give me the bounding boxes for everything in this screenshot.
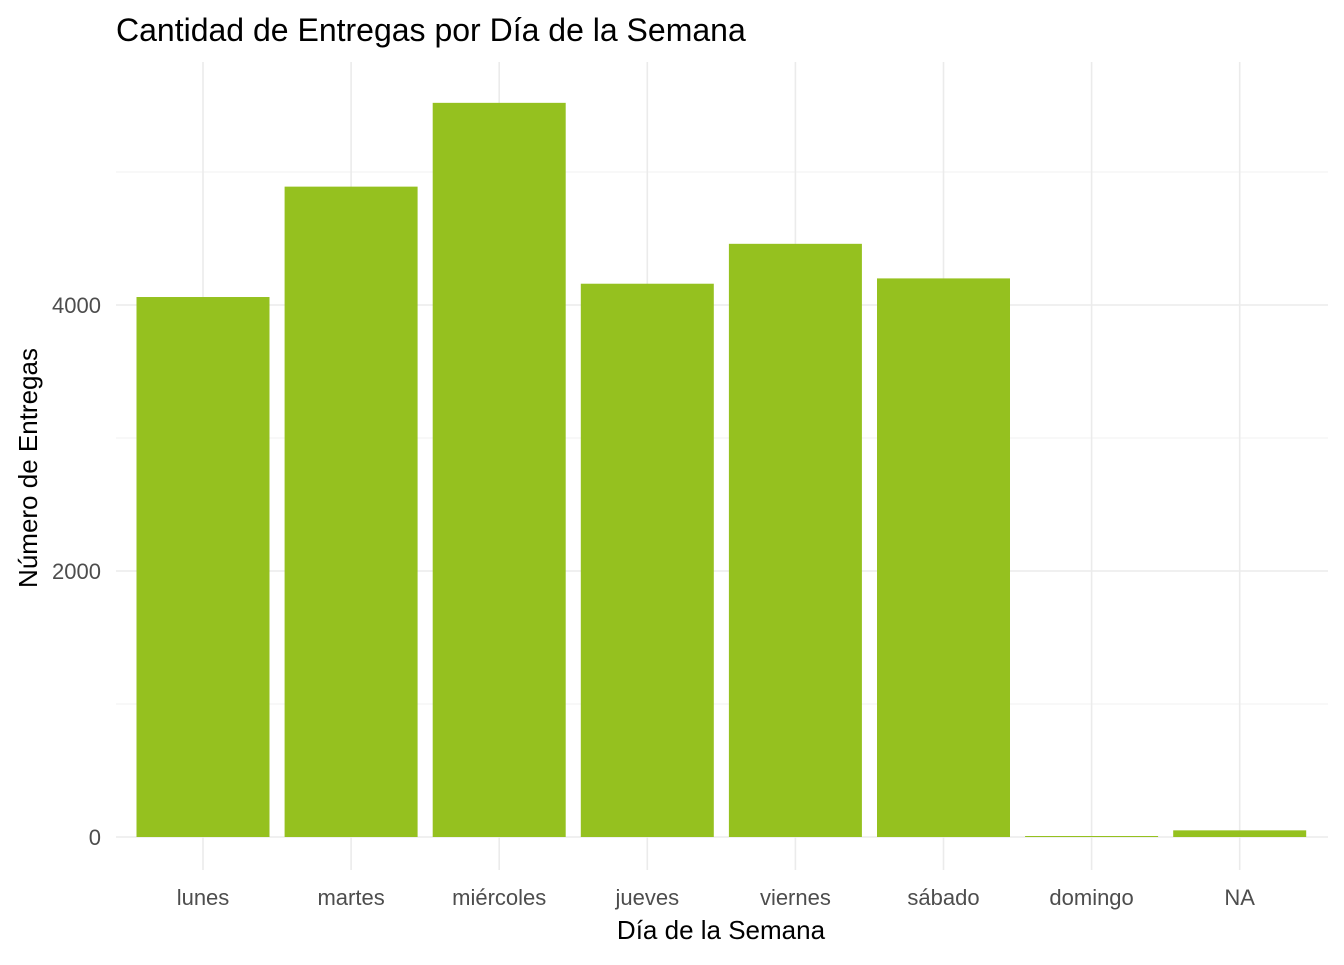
bar-sábado [877, 278, 1010, 837]
bars [136, 102, 1307, 838]
x-tick-label: jueves [615, 885, 680, 910]
bar-NA [1173, 830, 1307, 837]
x-tick-label: lunes [177, 885, 230, 910]
bar-miércoles [432, 102, 566, 838]
x-axis-title: Día de la Semana [617, 915, 826, 945]
y-tick-label: 2000 [52, 559, 101, 584]
chart-title: Cantidad de Entregas por Día de la Seman… [116, 12, 746, 48]
x-tick-label: sábado [907, 885, 979, 910]
x-tick-label: miércoles [452, 885, 546, 910]
bar-martes [284, 186, 418, 837]
x-tick-labels: lunes martes miércoles jueves viernes sábado d… [177, 885, 1256, 910]
bar-jueves [580, 283, 714, 838]
bar-viernes [728, 243, 862, 837]
y-tick-labels: 0 2000 4000 [52, 293, 101, 850]
y-tick-label: 0 [89, 825, 101, 850]
y-axis-title: Número de Entregas [13, 348, 43, 588]
x-tick-label: viernes [760, 885, 831, 910]
x-tick-label: martes [317, 885, 384, 910]
x-tick-label: NA [1224, 885, 1255, 910]
y-tick-label: 4000 [52, 293, 101, 318]
bar-domingo [1025, 836, 1159, 837]
x-tick-label: domingo [1049, 885, 1133, 910]
bar-lunes [136, 297, 270, 837]
